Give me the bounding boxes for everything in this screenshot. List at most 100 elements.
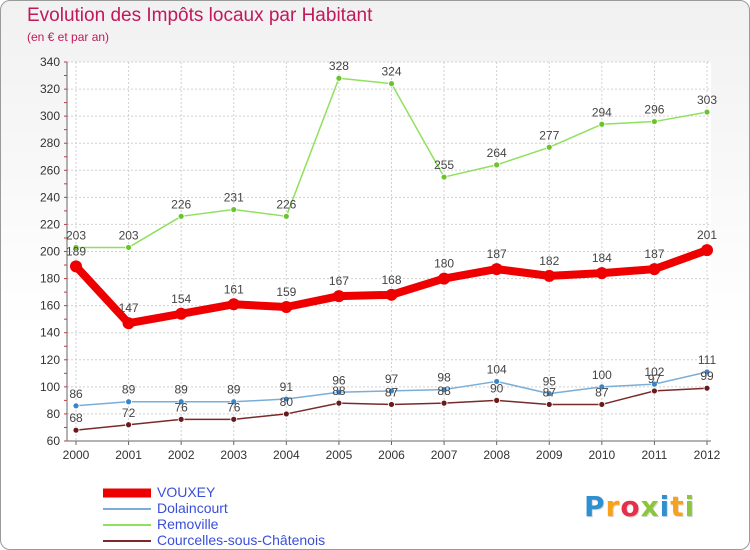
data-label-dolaincourt: 98 [437,371,451,385]
data-label-vouxey: 187 [487,247,507,261]
data-label-courcelles-sous-ch-tenois: 87 [595,385,609,399]
data-point-courcelles-sous-ch-tenois [230,415,238,423]
legend-label-removille: Removille [157,516,219,532]
data-label-courcelles-sous-ch-tenois: 90 [490,381,504,395]
data-point-dolaincourt [545,390,553,398]
data-label-vouxey: 187 [644,247,664,261]
legend-label-courcelles: Courcelles-sous-Châtenois [157,532,326,548]
data-label-dolaincourt: 104 [487,362,507,376]
data-label-dolaincourt: 89 [227,383,241,397]
data-point-courcelles-sous-ch-tenois [388,401,395,408]
data-point-vouxey [490,263,503,276]
data-point-dolaincourt [72,402,80,410]
logo-letter: o [620,490,641,523]
data-point-removille [703,108,711,116]
data-label-vouxey: 189 [66,244,86,258]
data-label-dolaincourt: 91 [280,380,294,394]
data-label-vouxey: 168 [381,273,401,287]
data-point-removille [72,244,80,251]
data-point-vouxey [175,307,188,320]
data-point-dolaincourt [703,368,711,376]
data-point-removille [125,244,132,251]
data-point-vouxey [280,300,293,313]
data-point-removille [598,120,606,128]
x-tick-label: 2010 [588,448,615,462]
logo-letter: i [659,490,671,523]
data-point-dolaincourt [598,383,606,391]
data-point-dolaincourt [388,387,395,395]
logo-letter: t [670,490,685,523]
data-label-removille: 203 [66,228,86,242]
data-label-removille: 264 [487,146,507,160]
data-label-vouxey: 184 [592,251,612,265]
data-label-courcelles-sous-ch-tenois: 80 [280,395,294,409]
data-point-dolaincourt [230,398,238,406]
data-point-dolaincourt [335,388,343,396]
data-label-courcelles-sous-ch-tenois: 87 [543,385,557,399]
data-label-removille: 294 [592,105,612,119]
data-point-dolaincourt [651,380,658,388]
x-tick-label: 2000 [63,448,90,462]
data-point-dolaincourt [125,398,132,406]
data-label-dolaincourt: 102 [644,365,664,379]
data-point-vouxey [332,290,345,303]
data-label-vouxey: 154 [171,292,191,306]
chart-title: Evolution des Impôts locaux par Habitant [27,5,373,26]
data-point-courcelles-sous-ch-tenois [335,399,343,407]
data-point-vouxey [543,269,556,282]
data-label-dolaincourt: 89 [122,383,136,397]
legend-swatches [103,488,151,542]
y-tick-label: 160 [40,299,60,313]
data-label-removille: 226 [276,197,296,211]
logo-letter: P [584,490,606,523]
data-label-vouxey: 180 [434,257,454,271]
x-tick-label: 2011 [642,448,668,462]
data-point-removille [282,212,290,220]
data-point-vouxey [122,317,135,330]
y-tick-label: 60 [47,434,61,448]
data-label-courcelles-sous-ch-tenois: 88 [437,384,451,398]
logo-letter: i [684,490,696,523]
data-label-dolaincourt: 111 [698,353,717,367]
data-label-vouxey: 167 [329,274,349,288]
data-point-vouxey [595,267,608,280]
data-point-vouxey [385,288,398,301]
data-label-courcelles-sous-ch-tenois: 76 [227,400,241,414]
data-point-vouxey [438,272,451,285]
y-tick-label: 280 [40,136,60,150]
y-tick-label: 100 [40,380,60,394]
data-label-removille: 328 [329,59,349,73]
data-label-courcelles-sous-ch-tenois: 87 [385,385,399,399]
data-point-courcelles-sous-ch-tenois [598,401,606,408]
x-tick-label: 2005 [326,448,353,462]
y-tick-label: 260 [40,163,60,177]
data-label-dolaincourt: 86 [69,387,83,401]
data-label-removille: 324 [381,65,401,79]
data-label-dolaincourt: 100 [592,368,612,382]
x-tick-label: 2008 [483,448,510,462]
y-tick-label: 120 [40,353,60,367]
data-point-removille [493,161,501,169]
data-point-removille [545,143,553,151]
data-point-dolaincourt [282,395,290,403]
data-label-vouxey: 161 [224,282,244,296]
data-point-removille [230,206,238,213]
data-point-removille [177,212,185,220]
data-labels: 203 203 226 231 226 328 324 255 264 277 294 296 303 8… [66,59,717,425]
series-lines [70,74,713,434]
data-label-vouxey: 147 [119,301,139,315]
data-label-removille: 231 [224,191,244,205]
data-point-removille [388,80,395,88]
data-point-courcelles-sous-ch-tenois [177,415,185,423]
data-point-vouxey [648,263,661,276]
data-point-courcelles-sous-ch-tenois [72,426,80,434]
legend-label-vouxey: VOUXEY [157,484,216,500]
data-label-dolaincourt: 96 [332,373,346,387]
logo-letter: x [640,490,660,523]
axes: 60 80 100 120 140 160 180 200 220 240 260 280 300 320… [40,55,721,462]
data-label-removille: 203 [119,228,139,242]
data-point-courcelles-sous-ch-tenois [440,399,448,407]
data-point-removille [335,74,343,82]
